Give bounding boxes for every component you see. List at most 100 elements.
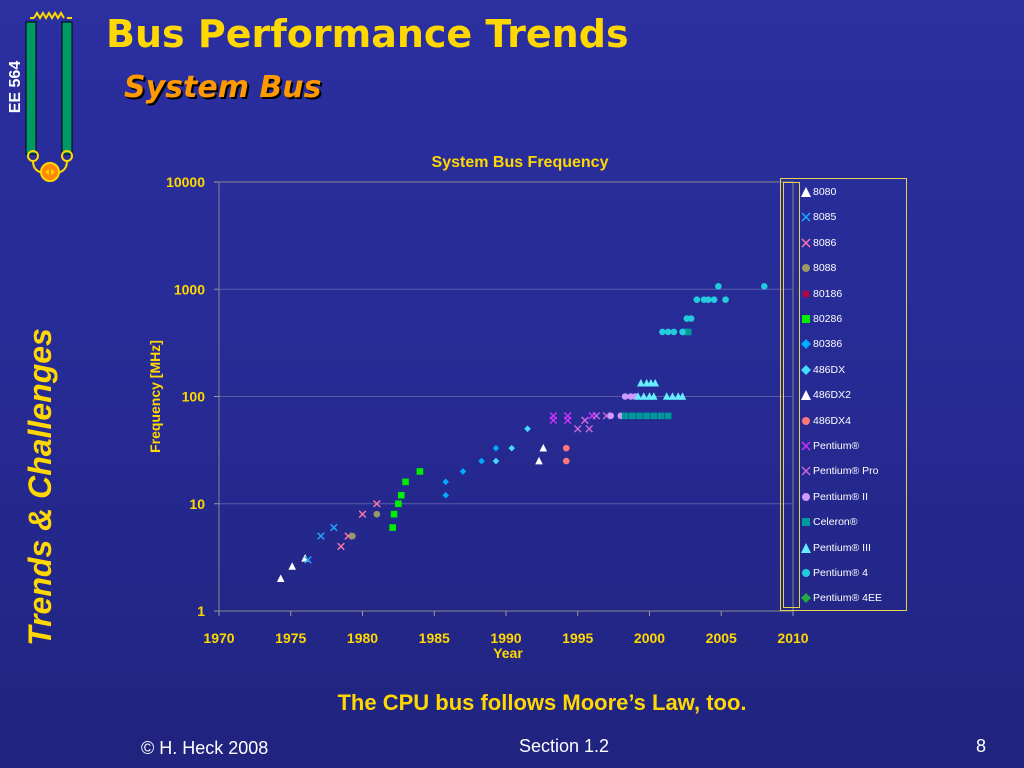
legend-marker-icon — [801, 187, 811, 197]
data-point — [581, 416, 589, 425]
x-tick-label: 1975 — [275, 630, 306, 646]
data-point — [330, 523, 338, 532]
data-point — [478, 457, 485, 465]
data-point — [562, 457, 570, 465]
x-tick-label: 2000 — [634, 630, 665, 646]
legend-marker-column — [783, 182, 800, 608]
y-tick-label: 10 — [189, 496, 205, 512]
data-point — [317, 532, 325, 540]
legend-item: 80386 — [800, 337, 842, 351]
data-point — [402, 478, 409, 486]
y-axis-label: Frequency [MHz] — [147, 340, 163, 453]
legend-item: 486DX2 — [800, 388, 851, 402]
data-point — [539, 443, 548, 452]
legend-label: 80186 — [813, 287, 843, 300]
legend-label: 8085 — [813, 211, 837, 224]
data-point — [664, 328, 672, 336]
slide-logo — [25, 11, 73, 182]
footer-copyright: © H. Heck 2008 — [141, 738, 269, 758]
slide-caption: The CPU bus follows Moore’s Law, too. — [337, 690, 747, 715]
legend-label: 80286 — [813, 313, 843, 325]
legend-marker-icon — [802, 569, 810, 577]
data-point — [679, 328, 686, 336]
data-point — [592, 412, 601, 420]
data-point — [358, 510, 367, 518]
legend-marker-icon — [802, 518, 810, 527]
page-number: 8 — [976, 736, 987, 756]
data-point — [288, 562, 296, 570]
slide-title: Bus Performance Trends — [106, 12, 629, 56]
legend-marker-icon — [801, 441, 811, 451]
legend-label: Pentium® III — [813, 541, 871, 554]
data-point — [390, 510, 398, 518]
data-point — [573, 424, 582, 433]
data-point — [722, 296, 729, 303]
x-tick-label: 1970 — [203, 630, 234, 646]
legend-label: 486DX4 — [813, 414, 851, 427]
legend-item: 8085 — [800, 210, 836, 224]
legend-item: 8088 — [800, 261, 836, 275]
chart-title: System Bus Frequency — [432, 154, 609, 171]
legend-item: Pentium® III — [800, 541, 871, 555]
x-tick-label: 1995 — [562, 630, 593, 646]
data-point — [442, 491, 450, 499]
legend-label: 486DX — [813, 363, 846, 376]
legend-label: 486DX2 — [813, 389, 851, 402]
data-point — [373, 510, 381, 518]
data-point — [607, 412, 615, 420]
legend-marker-icon — [802, 264, 810, 273]
data-point — [659, 328, 666, 336]
data-point — [662, 392, 671, 400]
data-point — [761, 282, 768, 290]
data-point — [304, 556, 312, 564]
data-point — [442, 478, 450, 486]
legend-item: 80286 — [800, 312, 842, 326]
data-point — [563, 412, 572, 420]
data-point — [621, 393, 629, 400]
data-point — [650, 392, 658, 400]
data-point — [693, 296, 701, 303]
data-point — [397, 491, 405, 499]
data-point — [684, 328, 692, 336]
data-point — [508, 444, 516, 452]
legend-label: 8080 — [813, 186, 837, 198]
x-tick-label: 2010 — [777, 630, 808, 646]
data-point — [524, 425, 531, 433]
legend-marker-icon — [801, 390, 811, 401]
data-point — [668, 392, 677, 400]
legend-marker-icon — [802, 416, 810, 425]
data-point — [678, 392, 687, 400]
chart-legend: 8080 8085 8086 8088 80186 80286 80386 486DX 486D… — [780, 178, 907, 611]
legend-marker-icon — [801, 212, 811, 222]
data-point — [585, 424, 594, 433]
legend-marker-icon — [802, 315, 810, 323]
legend-item: 8080 — [800, 185, 836, 199]
data-point — [492, 457, 500, 465]
y-tick-label: 1000 — [174, 281, 205, 297]
data-point — [562, 444, 570, 452]
y-tick-label: 10000 — [166, 174, 205, 190]
data-point — [650, 412, 658, 420]
data-point — [639, 392, 648, 400]
slide-subtitle: System Bus — [124, 70, 322, 105]
legend-marker-icon — [801, 593, 811, 604]
data-point — [349, 532, 356, 540]
data-point — [389, 524, 396, 531]
data-point — [549, 412, 558, 420]
data-point — [634, 392, 642, 400]
legend-label: Pentium® 4 — [813, 567, 869, 579]
legend-item: 486DX4 — [800, 414, 851, 428]
legend-item: Pentium® 4 — [800, 566, 868, 580]
legend-label: 8086 — [813, 236, 837, 249]
legend-marker-icon — [802, 289, 810, 298]
data-point — [621, 412, 629, 420]
data-point — [276, 574, 285, 583]
legend-marker-icon — [801, 339, 811, 350]
y-tick-label: 1 — [197, 603, 205, 619]
legend-label: Pentium® 4EE — [813, 592, 883, 605]
legend-item: 80186 — [800, 287, 842, 301]
legend-label: Celeron® — [813, 516, 858, 529]
data-point — [715, 282, 722, 290]
legend-label: 80386 — [813, 338, 843, 351]
